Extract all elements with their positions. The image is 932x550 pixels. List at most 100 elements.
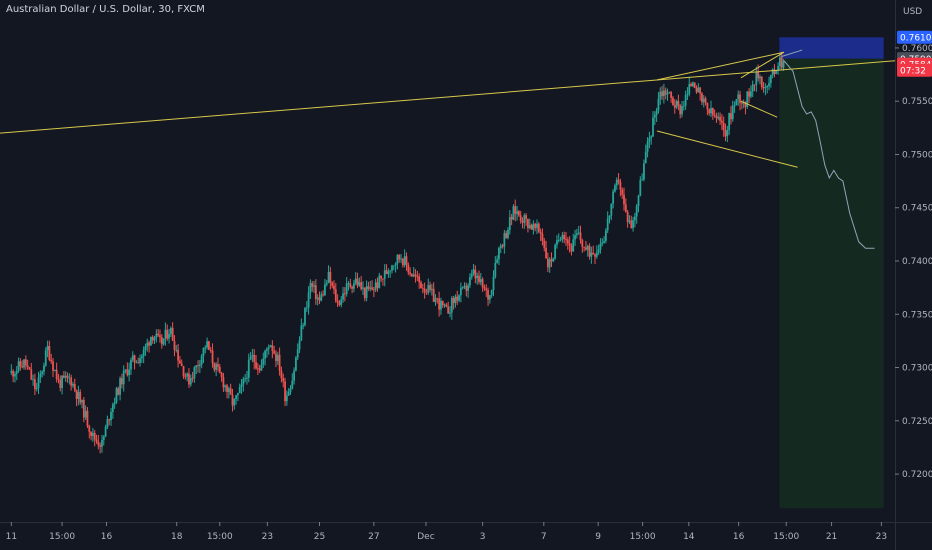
candle-body [387,271,390,274]
candle-body [432,288,435,302]
candle-body [494,262,497,277]
candle-body [400,258,402,260]
candle-body [367,286,370,289]
candle-body [75,390,78,399]
candle-body [499,245,502,248]
candle-body [382,278,384,280]
candle-body [469,277,471,286]
candle-body [68,377,71,379]
candle-body [242,379,245,385]
candle-body [679,105,682,115]
candle-body [99,445,102,447]
candle-body [354,278,357,284]
candle-body [316,297,319,300]
candle-body [329,272,332,283]
candle-body [50,359,53,362]
stop-zone [779,37,884,59]
x-tick-label: 23 [262,532,273,542]
candle-body [661,91,663,97]
x-tick-label: 15:00 [49,532,75,542]
candle-body [227,388,230,393]
candle-body [37,377,40,388]
candle-body [327,272,330,283]
candle-body [557,240,560,241]
candle-body [612,191,615,204]
candle-body [115,388,118,403]
candle-body [191,378,194,379]
candle-body [12,370,15,377]
candle-body [285,395,288,402]
candle-body [394,263,397,266]
candle-body [702,98,705,103]
candle-body [530,224,533,230]
candle-body [347,283,350,285]
candle-body [648,138,651,142]
candle-body [392,265,395,267]
candle-body [340,299,343,305]
candle-body [574,235,576,240]
candle-body [305,307,308,309]
currency-label: USD [903,7,922,17]
candle-body [82,399,85,418]
candle-body [421,287,424,289]
candle-body [579,232,582,241]
candle-body [414,274,417,277]
candle-body [708,109,711,114]
candle-body [695,87,698,93]
candle-body [215,364,218,370]
candle-body [517,211,520,216]
candle-body [160,337,163,345]
candle-body [427,284,430,293]
candle-body [719,116,721,121]
candle-body [733,105,736,107]
candle-body [675,101,678,108]
candle-body [436,298,439,300]
candle-body [536,223,538,228]
candle-body [345,283,348,295]
candle-body [351,286,354,289]
candle-body [251,354,254,357]
candle-body [256,368,259,370]
candle-body [711,108,714,115]
candle-body [342,293,344,300]
candle-body [180,363,183,367]
candle-body [537,223,540,232]
candle-body [372,289,375,291]
candle-body [35,387,38,390]
price-badge [897,63,932,77]
candle-body [425,292,428,293]
candle-body [595,252,598,257]
candle-body [731,105,734,120]
candle-body [135,362,138,364]
candle-body [255,361,257,369]
candle-body [720,120,723,123]
candle-body [617,179,620,182]
candle-body [581,240,584,247]
candle-body [639,179,642,196]
candle-body [592,252,595,255]
candle-body [95,439,98,442]
candle-body [200,355,203,365]
candle-body [456,296,459,301]
candle-body [523,215,526,223]
candle-body [606,218,609,231]
candle-body [371,287,373,290]
candle-body [119,378,121,395]
candle-body [193,367,196,379]
candle-body [478,275,480,283]
candle-body [10,370,13,373]
candle-body [195,365,198,368]
candle-body [313,285,315,287]
price-badge [897,30,932,44]
candle-body [697,87,700,93]
candle-body [173,340,176,350]
candle-body [237,393,239,396]
candle-body [458,295,460,301]
candle-body [55,369,58,379]
candle-body [362,287,364,289]
candle-body [155,333,158,338]
